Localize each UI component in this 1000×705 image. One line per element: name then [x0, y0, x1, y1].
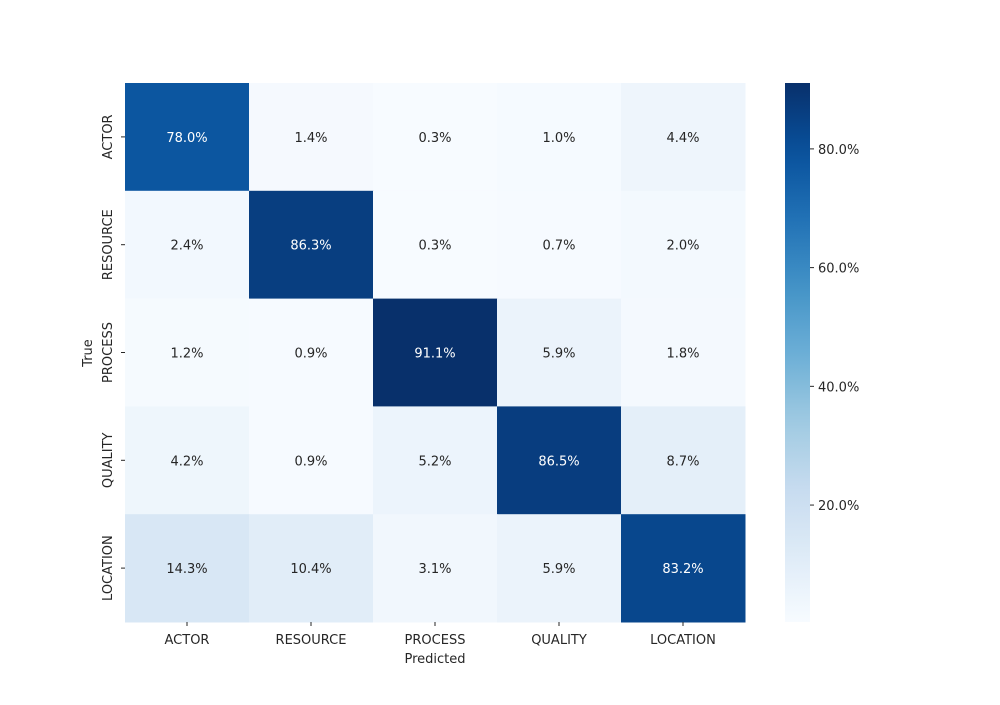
heatmap-cell — [621, 514, 746, 623]
heatmap-cell-label: 0.7% — [542, 239, 575, 254]
heatmap-cell-label: 91.1% — [414, 347, 455, 362]
heatmap-cell-label: 8.7% — [666, 454, 699, 469]
y-axis: ACTOR RESOURCE PROCESS QUALITY LOCATION — [101, 114, 125, 601]
heatmap-cell-label: 3.1% — [418, 562, 451, 577]
heatmap-cell — [249, 298, 374, 407]
heatmap-cell-labels: 78.0% 1.4% 0.3% 1.0% 4.4% 2.4% 86.3% 0.3% 0.7% 2.… — [166, 131, 703, 577]
x-axis: ACTOR RESOURCE PROCESS QUALITY LOCATION — [165, 622, 716, 648]
y-tick-label: PROCESS — [101, 322, 116, 383]
heatmap-cell — [621, 190, 746, 300]
heatmap-cell — [125, 83, 250, 192]
heatmap-cell-label: 86.3% — [290, 239, 331, 254]
heatmap-cell — [373, 190, 498, 300]
y-tick-label: LOCATION — [101, 535, 116, 601]
colorbar-tick-label: 80.0% — [818, 143, 859, 158]
heatmap-cell-label: 0.3% — [418, 239, 451, 254]
heatmap-cell-label: 86.5% — [538, 454, 579, 469]
heatmap-cell — [373, 514, 498, 623]
heatmap-cell-label: 1.4% — [294, 131, 327, 146]
heatmap-cell — [621, 298, 746, 407]
y-tick-label: RESOURCE — [101, 209, 116, 280]
colorbar-tick-label: 20.0% — [818, 499, 859, 514]
colorbar-tick-label: 60.0% — [818, 262, 859, 277]
heatmap-cell-label: 1.8% — [666, 347, 699, 362]
heatmap-cell-label: 78.0% — [166, 131, 207, 146]
colorbar-ticks: 20.0% 40.0% 60.0% 80.0% — [810, 143, 859, 514]
heatmap-cell — [497, 298, 622, 407]
heatmap-cell-label: 4.2% — [170, 454, 203, 469]
heatmap-cell — [249, 514, 374, 623]
x-tick-label: LOCATION — [650, 633, 716, 648]
heatmap-cell-label: 2.0% — [666, 239, 699, 254]
heatmap-cell — [125, 406, 250, 515]
heatmap-cell-label: 2.4% — [170, 239, 203, 254]
x-tick-label: ACTOR — [165, 633, 210, 648]
heatmap-cell — [249, 190, 374, 300]
heatmap-cell-label: 5.9% — [542, 347, 575, 362]
heatmap-cell-label: 4.4% — [666, 131, 699, 146]
heatmap-cell — [621, 83, 746, 192]
heatmap-cell — [497, 406, 622, 515]
heatmap-cell — [497, 514, 622, 623]
heatmap-cell-label: 5.2% — [418, 454, 451, 469]
y-tick-label: ACTOR — [101, 114, 116, 159]
heatmap-cell — [125, 514, 250, 623]
heatmap-cell — [497, 83, 622, 192]
heatmap-cell — [373, 83, 498, 192]
heatmap-cell-label: 0.3% — [418, 131, 451, 146]
heatmap-cell — [125, 298, 250, 407]
x-tick-label: PROCESS — [405, 633, 466, 648]
heatmap-cell-label: 0.9% — [294, 347, 327, 362]
heatmap-cell — [621, 406, 746, 515]
y-axis-label: True — [81, 339, 96, 368]
heatmap-cell — [497, 190, 622, 300]
colorbar-tick-label: 40.0% — [818, 380, 859, 395]
heatmap-cell-label: 10.4% — [290, 562, 331, 577]
heatmap-cell-label: 83.2% — [662, 562, 703, 577]
heatmap-cell — [249, 83, 374, 192]
y-tick-label: QUALITY — [101, 432, 116, 488]
heatmap-cell-label: 1.0% — [542, 131, 575, 146]
heatmap-cell-label: 1.2% — [170, 347, 203, 362]
heatmap-cell-label: 5.9% — [542, 562, 575, 577]
heatmap-cell — [125, 190, 250, 300]
heatmap-cell — [373, 298, 498, 407]
colorbar — [785, 83, 810, 622]
heatmap-cell-label: 0.9% — [294, 454, 327, 469]
heatmap-cells — [125, 83, 746, 623]
x-tick-label: RESOURCE — [276, 633, 347, 648]
x-tick-label: QUALITY — [531, 633, 587, 648]
heatmap-cell — [373, 406, 498, 515]
heatmap-cell — [249, 406, 374, 515]
heatmap-cell-label: 14.3% — [166, 562, 207, 577]
x-axis-label: Predicted — [404, 652, 465, 667]
